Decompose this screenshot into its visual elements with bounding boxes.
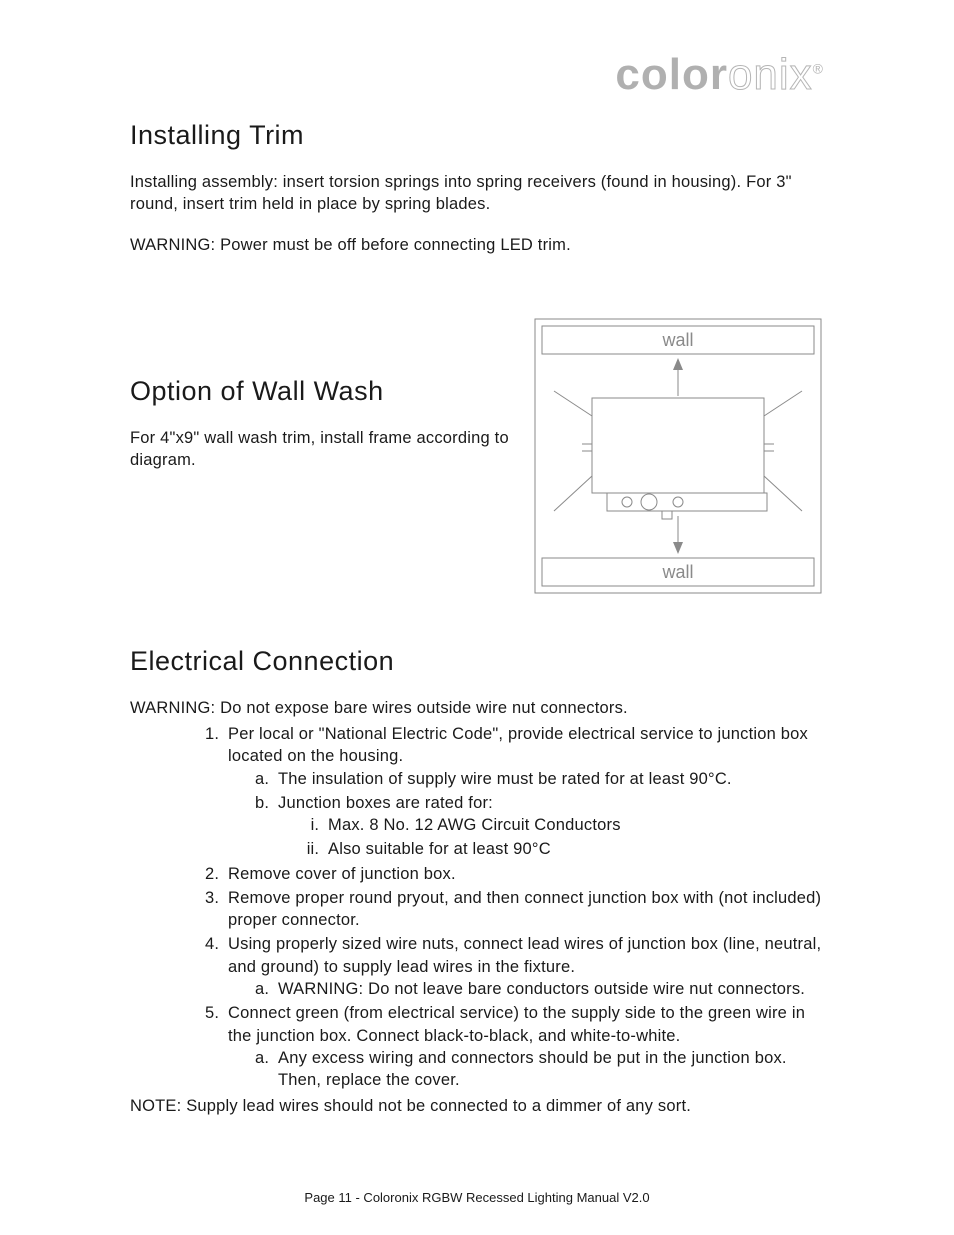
- electrical-list: Per local or "National Electric Code", p…: [130, 723, 824, 1091]
- wall-wash-diagram: wall wall: [532, 316, 824, 596]
- diagram-label-top: wall: [661, 330, 693, 350]
- elec-step-5: Connect green (from electrical service) …: [224, 1002, 824, 1091]
- trim-warning: WARNING: Power must be off before connec…: [130, 234, 824, 256]
- elec-step-1-text: Per local or "National Electric Code", p…: [228, 725, 808, 765]
- logo-registered: ®: [813, 60, 824, 76]
- section-installing-trim: Installing Trim Installing assembly: ins…: [130, 120, 824, 256]
- elec-step-5a: Any excess wiring and connectors should …: [274, 1047, 824, 1092]
- elec-step-4: Using properly sized wire nuts, connect …: [224, 933, 824, 1000]
- page-footer: Page 11 - Coloronix RGBW Recessed Lighti…: [0, 1190, 954, 1205]
- elec-step-1a: The insulation of supply wire must be ra…: [274, 768, 824, 790]
- page: coloronix® Installing Trim Installing as…: [0, 0, 954, 1235]
- heading-electrical: Electrical Connection: [130, 646, 824, 677]
- electrical-note: NOTE: Supply lead wires should not be co…: [130, 1095, 824, 1117]
- trim-paragraph-1: Installing assembly: insert torsion spri…: [130, 171, 824, 216]
- elec-step-4a: WARNING: Do not leave bare conductors ou…: [274, 978, 824, 1000]
- brand-logo: coloronix®: [615, 50, 824, 100]
- section-electrical: Electrical Connection WARNING: Do not ex…: [130, 646, 824, 1118]
- elec-step-1b-text: Junction boxes are rated for:: [278, 794, 493, 812]
- logo-part2: onix: [728, 50, 813, 99]
- elec-step-1b-i: Max. 8 No. 12 AWG Circuit Conductors: [324, 814, 824, 836]
- elec-step-1b: Junction boxes are rated for: Max. 8 No.…: [274, 792, 824, 861]
- section-wall-wash: Option of Wall Wash For 4"x9" wall wash …: [130, 316, 824, 596]
- logo-part1: color: [615, 50, 728, 99]
- elec-step-3: Remove proper round pryout, and then con…: [224, 887, 824, 932]
- elec-step-1: Per local or "National Electric Code", p…: [224, 723, 824, 861]
- heading-installing-trim: Installing Trim: [130, 120, 824, 151]
- diagram-label-bottom: wall: [661, 562, 693, 582]
- wall-wash-text: Option of Wall Wash For 4"x9" wall wash …: [130, 316, 512, 490]
- elec-step-5-text: Connect green (from electrical service) …: [228, 1004, 805, 1044]
- elec-step-4-text: Using properly sized wire nuts, connect …: [228, 935, 821, 975]
- electrical-warning: WARNING: Do not expose bare wires outsid…: [130, 697, 824, 719]
- wall-wash-paragraph: For 4"x9" wall wash trim, install frame …: [130, 427, 512, 472]
- heading-wall-wash: Option of Wall Wash: [130, 376, 512, 407]
- elec-step-2: Remove cover of junction box.: [224, 863, 824, 885]
- elec-step-1b-ii: Also suitable for at least 90°C: [324, 838, 824, 860]
